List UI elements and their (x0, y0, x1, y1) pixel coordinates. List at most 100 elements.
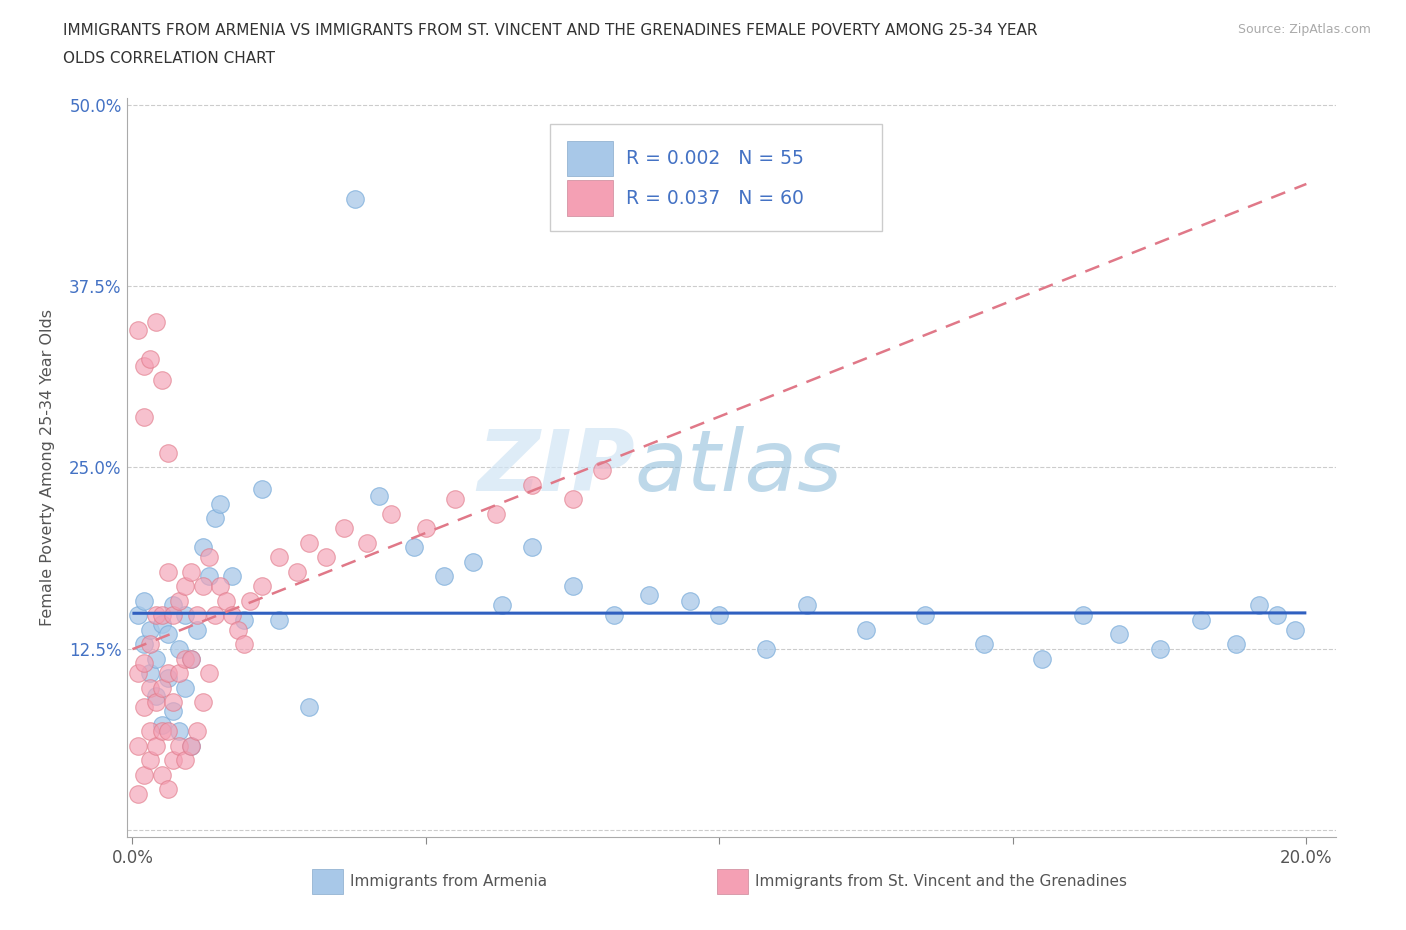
Point (169, 666, 191, 681)
Point (561, 578, 583, 593)
Point (914, 608, 936, 623)
Point (209, 496, 232, 511)
Text: Source: ZipAtlas.com: Source: ZipAtlas.com (1237, 23, 1371, 36)
Point (162, 752, 184, 767)
Point (679, 593, 702, 608)
Point (156, 671, 179, 685)
Point (520, 477, 543, 492)
Point (250, 578, 273, 593)
Point (169, 724, 191, 738)
FancyBboxPatch shape (567, 140, 613, 176)
Point (145, 651, 167, 666)
Point (169, 738, 191, 753)
Point (156, 627, 179, 642)
Point (127, 608, 149, 623)
Point (191, 578, 214, 593)
Point (239, 593, 262, 608)
Point (520, 539, 543, 554)
Point (444, 492, 467, 507)
Point (127, 322, 149, 337)
Point (169, 593, 191, 608)
Point (186, 608, 208, 623)
Point (139, 724, 162, 738)
Point (1225, 637, 1247, 652)
Point (269, 550, 291, 565)
Point (156, 782, 179, 797)
Point (186, 724, 208, 738)
Point (226, 622, 249, 637)
Point (332, 521, 354, 536)
Text: Immigrants from Armenia: Immigrants from Armenia (350, 874, 547, 889)
Point (145, 695, 167, 710)
Point (139, 666, 162, 681)
Point (162, 608, 184, 623)
Point (755, 641, 778, 656)
Point (162, 695, 184, 710)
Point (134, 767, 156, 782)
Point (221, 608, 243, 623)
Point (209, 578, 232, 593)
Point (197, 568, 219, 583)
Point (197, 550, 219, 565)
Point (139, 752, 162, 767)
Point (145, 738, 167, 753)
Point (232, 612, 254, 627)
Point (127, 738, 149, 753)
Point (134, 656, 156, 671)
Point (186, 622, 208, 637)
Point (709, 608, 731, 623)
Point (191, 695, 214, 710)
Point (461, 554, 484, 569)
Point (134, 593, 156, 608)
Point (404, 539, 426, 554)
Point (156, 724, 179, 738)
Point (139, 622, 162, 637)
Point (180, 738, 202, 753)
Text: R = 0.037   N = 60: R = 0.037 N = 60 (626, 189, 804, 207)
Point (169, 641, 191, 656)
Point (315, 550, 337, 565)
Point (162, 598, 184, 613)
Point (380, 506, 402, 521)
Point (415, 521, 437, 536)
Point (180, 565, 202, 579)
FancyBboxPatch shape (717, 869, 748, 894)
Point (1284, 622, 1306, 637)
Point (250, 482, 273, 497)
Point (603, 608, 626, 623)
Point (180, 738, 202, 753)
Point (174, 752, 197, 767)
Text: ZIP: ZIP (477, 426, 634, 509)
Point (297, 699, 319, 714)
Point (1149, 641, 1171, 656)
Point (197, 666, 219, 681)
Point (1031, 651, 1053, 666)
Point (150, 767, 173, 782)
Point (145, 689, 167, 704)
Point (150, 617, 173, 631)
Text: OLDS CORRELATION CHART: OLDS CORRELATION CHART (63, 51, 276, 66)
Point (1189, 612, 1212, 627)
Point (1265, 608, 1288, 623)
Point (204, 608, 226, 623)
Point (344, 192, 367, 206)
Point (1071, 608, 1094, 623)
Point (150, 608, 173, 623)
Point (174, 608, 197, 623)
Text: atlas: atlas (634, 426, 842, 509)
Point (491, 598, 513, 613)
Point (150, 680, 173, 695)
Point (591, 463, 613, 478)
Point (145, 608, 167, 623)
Y-axis label: Female Poverty Among 25-34 Year Olds: Female Poverty Among 25-34 Year Olds (41, 309, 55, 626)
FancyBboxPatch shape (312, 869, 343, 894)
Point (139, 352, 162, 366)
Point (156, 666, 179, 681)
Point (269, 612, 291, 627)
Point (368, 489, 391, 504)
Point (221, 568, 243, 583)
Point (150, 724, 173, 738)
Point (174, 578, 197, 593)
Point (638, 588, 661, 603)
Point (134, 637, 156, 652)
